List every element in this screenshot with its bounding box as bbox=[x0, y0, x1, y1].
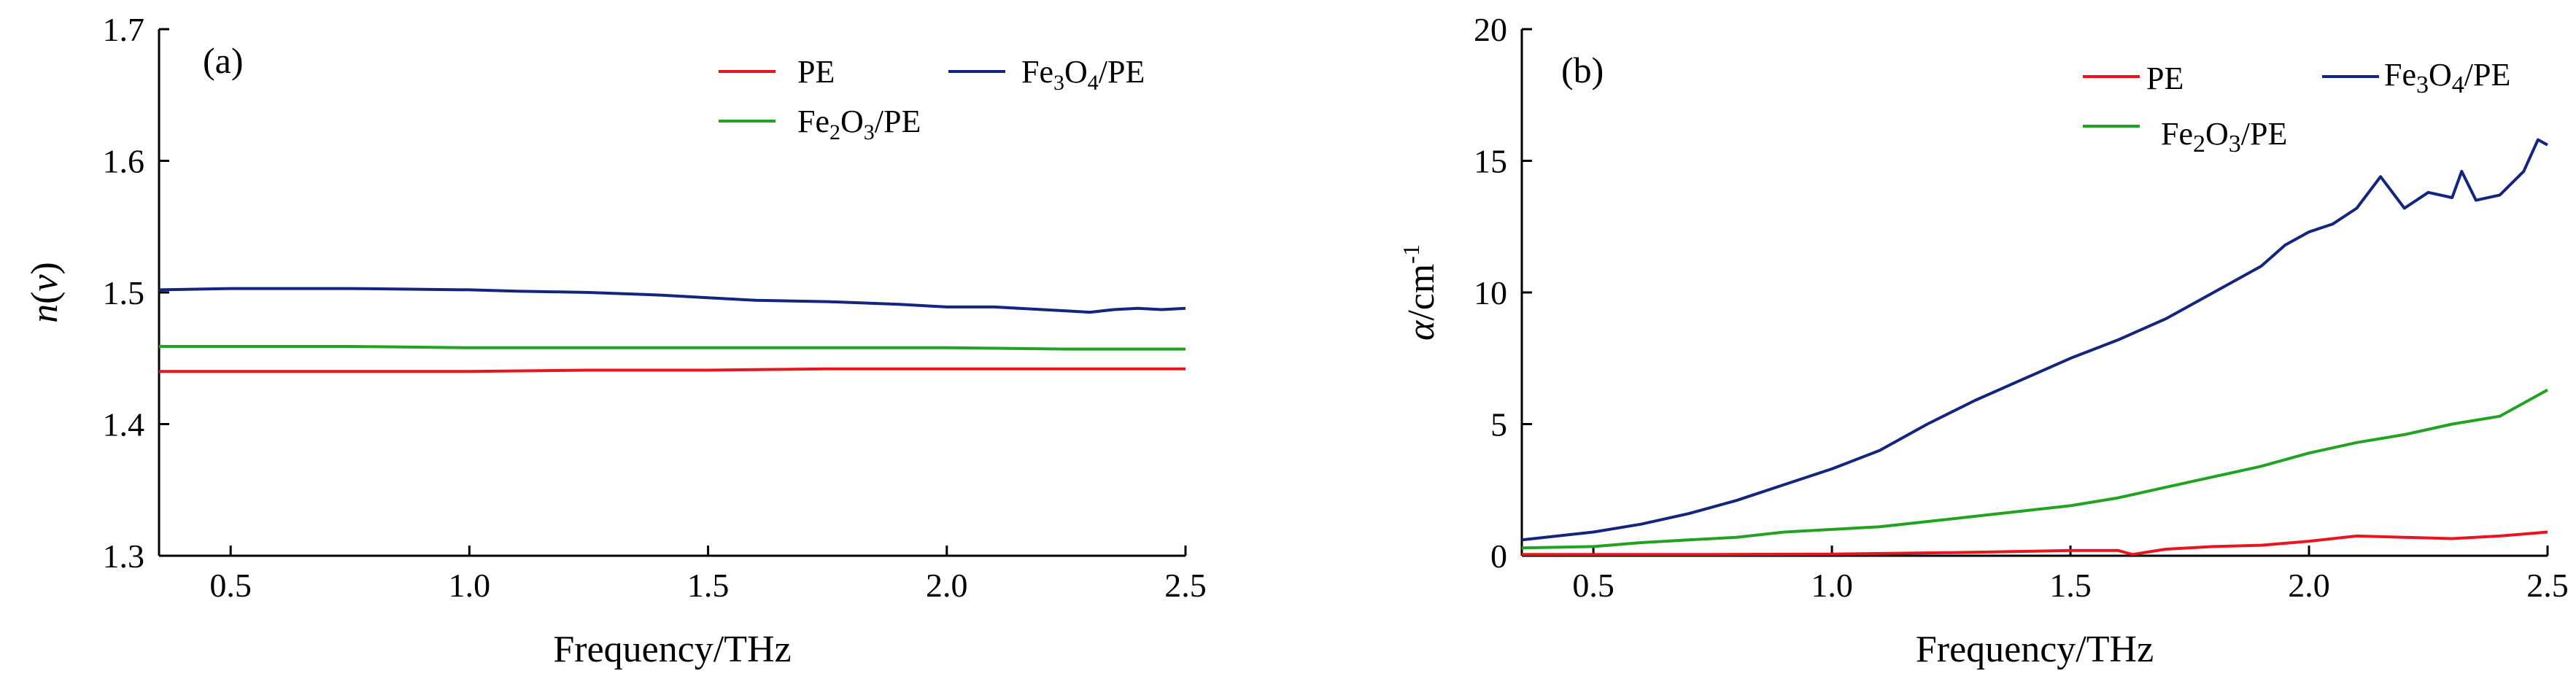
x-axis-label: Frequency/THz bbox=[1916, 629, 2154, 670]
y-tick-label: 10 bbox=[1474, 274, 1507, 311]
x-tick-label: 1.0 bbox=[449, 567, 491, 604]
series-line-fe2o3-pe bbox=[1521, 388, 2548, 550]
x-tick-label: 0.5 bbox=[1572, 567, 1614, 604]
x-axis-label: Frequency/THz bbox=[553, 629, 791, 670]
legend-label: Fe3O4/PE bbox=[2384, 57, 2510, 98]
y-tick-label: 0 bbox=[1490, 538, 1507, 575]
series-line-fe2o3-pe bbox=[159, 345, 1185, 351]
y-tick-label: 1.7 bbox=[103, 11, 145, 48]
legend-label: Fe2O3/PE bbox=[2161, 116, 2287, 158]
y-tick-label: 1.4 bbox=[103, 406, 145, 443]
x-tick-label: 2.0 bbox=[2288, 567, 2330, 604]
y-tick-label: 15 bbox=[1474, 143, 1507, 180]
panel-label: (a) bbox=[203, 40, 244, 81]
chart-panel-a: 0.5 1.0 1.5 2.0 2.5 1.3 1.4 1.5 1.6 1.7 Frequency/… bbox=[24, 11, 1207, 670]
x-tick-label: 0.5 bbox=[209, 567, 252, 604]
series-line-fe3o4-pe bbox=[158, 287, 1186, 314]
x-tick-label: 2.5 bbox=[1164, 567, 1207, 604]
x-tick-label: 2.0 bbox=[926, 567, 968, 604]
y-tick-label: 1.3 bbox=[103, 538, 145, 575]
y-axis-label: α/cm-1 bbox=[1398, 244, 1442, 341]
y-axis-label: n(ν) bbox=[24, 262, 66, 323]
legend-label: Fe2O3/PE bbox=[797, 104, 921, 144]
panel-label: (b) bbox=[1561, 50, 1604, 90]
x-tick-label: 1.0 bbox=[1811, 567, 1853, 604]
y-tick-label: 5 bbox=[1490, 406, 1507, 443]
series-line-pe bbox=[159, 367, 1185, 373]
legend-label: PE bbox=[2146, 61, 2184, 96]
y-tick-label: 20 bbox=[1474, 11, 1507, 48]
y-tick-label: 1.6 bbox=[103, 143, 145, 180]
series-line-pe bbox=[1522, 530, 2548, 556]
chart-panel-b: 0.5 1.0 1.5 2.0 2.5 0 5 10 15 20 Frequency/THz α/cm… bbox=[1398, 11, 2569, 670]
x-tick-label: 1.5 bbox=[687, 567, 730, 604]
series-line-fe3o4-pe bbox=[1521, 138, 2548, 542]
x-tick-label: 2.5 bbox=[2526, 567, 2569, 604]
legend-label: Fe3O4/PE bbox=[1021, 54, 1145, 95]
y-tick-label: 1.5 bbox=[103, 274, 145, 311]
x-tick-label: 1.5 bbox=[2049, 567, 2092, 604]
legend-label: PE bbox=[797, 54, 835, 90]
